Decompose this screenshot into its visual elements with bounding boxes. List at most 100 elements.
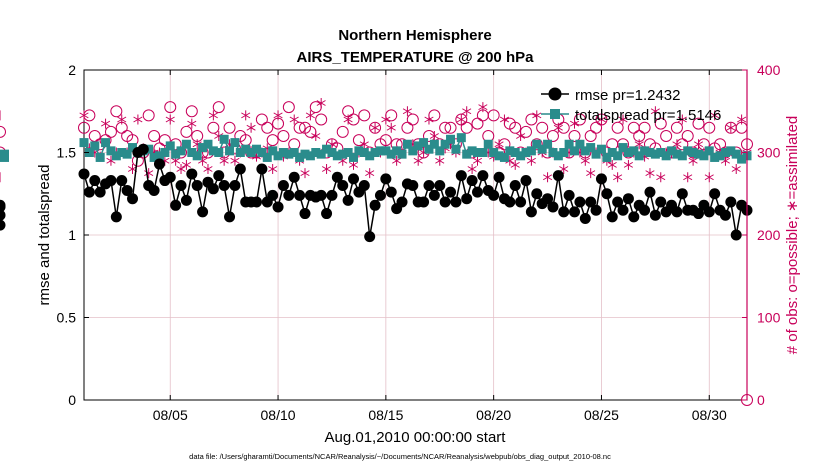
rmse-marker: [504, 196, 516, 208]
possible-obs-marker: [590, 121, 603, 134]
rmse-marker: [153, 158, 165, 170]
spread-marker: [316, 149, 326, 159]
rmse-marker: [116, 175, 128, 187]
spread-marker: [0, 149, 9, 159]
rmse-marker: [267, 189, 279, 201]
y-tick-label: 1: [68, 227, 76, 243]
rmse-marker: [105, 175, 117, 187]
spread-marker: [241, 144, 251, 154]
rmse-marker: [224, 211, 236, 223]
rmse-marker: [127, 193, 139, 205]
assimilated-obs-marker: [613, 172, 623, 183]
possible-obs-marker: [164, 101, 177, 114]
assimilated-obs-marker: [187, 118, 197, 129]
rmse-marker: [197, 206, 209, 218]
assimilated-obs-marker: [677, 114, 687, 125]
x-tick-label: 08/10: [261, 407, 296, 423]
possible-obs-marker: [406, 113, 419, 126]
legend: rmse pr=1.2432 totalspread pr=1.5146: [541, 87, 721, 124]
spread-marker: [208, 146, 218, 156]
rmse-marker: [0, 199, 6, 211]
assimilated-obs-marker: [381, 114, 391, 125]
rmse-marker: [294, 189, 306, 201]
possible-obs-marker: [444, 121, 457, 134]
legend-spread-label: totalspread pr=1.5146: [575, 107, 721, 124]
spread-marker: [408, 146, 418, 156]
assimilated-obs-marker: [370, 122, 380, 133]
spread-marker: [332, 151, 342, 161]
spread-marker: [726, 146, 736, 156]
asterisk-stroke: [731, 166, 741, 172]
rmse-marker: [617, 204, 629, 216]
legend-rmse-label: rmse pr=1.2432: [575, 87, 680, 104]
asterisk-stroke: [343, 116, 353, 123]
legend-spread-marker: [550, 109, 560, 119]
rmse-marker: [234, 163, 246, 175]
rmse-marker: [369, 199, 381, 211]
asterisk-stroke: [569, 120, 580, 127]
assimilated-obs-marker: [343, 114, 353, 125]
possible-obs-marker: [520, 125, 532, 138]
rmse-marker: [277, 180, 289, 191]
asterisk-stroke: [79, 112, 89, 119]
assimilated-obs-marker: [526, 155, 536, 166]
tick-marks: 08/05 08/10 08/15 08/20 08/25 08/3000.511.520…: [57, 62, 781, 423]
spread-marker: [311, 148, 321, 157]
rmse-marker: [283, 189, 295, 201]
asterisk-stroke: [704, 174, 714, 181]
rmse-marker: [644, 186, 656, 198]
spread-marker: [203, 139, 213, 149]
possible-obs-marker: [611, 121, 624, 134]
assimilated-obs-marker: [321, 164, 332, 174]
spread-marker: [246, 148, 256, 157]
asterisk-stroke: [268, 166, 278, 172]
rmse-marker: [348, 173, 360, 185]
spread-marker: [435, 146, 445, 156]
possible-obs-marker: [293, 121, 306, 134]
possible-obs-marker: [568, 130, 581, 142]
asterisk-stroke: [171, 157, 181, 164]
x-axis-label: Aug.01,2010 00:00:00 start: [325, 429, 507, 446]
rmse-marker: [622, 193, 634, 205]
spread-marker: [90, 141, 100, 151]
rmse-marker: [471, 186, 483, 198]
spread-marker: [300, 149, 310, 159]
asterisk-stroke: [192, 141, 202, 148]
spread-marker: [101, 138, 111, 148]
footnote: data file: /Users/gharamti/Documents/NCA…: [189, 452, 611, 461]
asterisk-stroke: [321, 166, 332, 172]
spread-marker: [354, 146, 364, 156]
spread-marker: [392, 146, 402, 156]
spread-marker: [483, 139, 493, 149]
spread-marker: [494, 151, 504, 161]
y-tick-label: 1.5: [57, 145, 77, 161]
spread-marker: [289, 148, 299, 157]
asterisk-stroke: [435, 157, 445, 164]
asterisk-stroke: [305, 112, 315, 119]
rmse-marker: [396, 196, 408, 208]
spread-marker: [510, 148, 520, 157]
possible-obs-marker: [315, 113, 328, 126]
assimilated-obs-marker: [726, 122, 736, 133]
possible-obs-marker: [104, 125, 117, 138]
spread-marker: [106, 146, 116, 156]
rmse-marker: [455, 170, 467, 182]
rmse-marker: [730, 229, 742, 241]
asterisk-stroke: [198, 157, 208, 164]
spread-marker: [634, 151, 644, 161]
asterisk-stroke: [580, 157, 590, 164]
asterisk-stroke: [532, 112, 542, 119]
spread-marker: [526, 146, 536, 156]
asterisk-stroke: [429, 133, 439, 139]
assimilated-obs-marker: [208, 110, 218, 121]
possible-obs-marker: [0, 125, 6, 138]
rmse-marker: [342, 194, 354, 206]
asterisk-stroke: [203, 166, 213, 172]
possible-obs-marker: [428, 109, 441, 122]
x-tick-label: 08/20: [476, 407, 511, 423]
rmse-marker: [709, 188, 721, 200]
y-tick-label: 0: [68, 392, 76, 408]
possible-obs-marker: [471, 117, 484, 130]
assimilated-obs-marker: [688, 155, 698, 166]
spread-marker: [268, 146, 278, 156]
